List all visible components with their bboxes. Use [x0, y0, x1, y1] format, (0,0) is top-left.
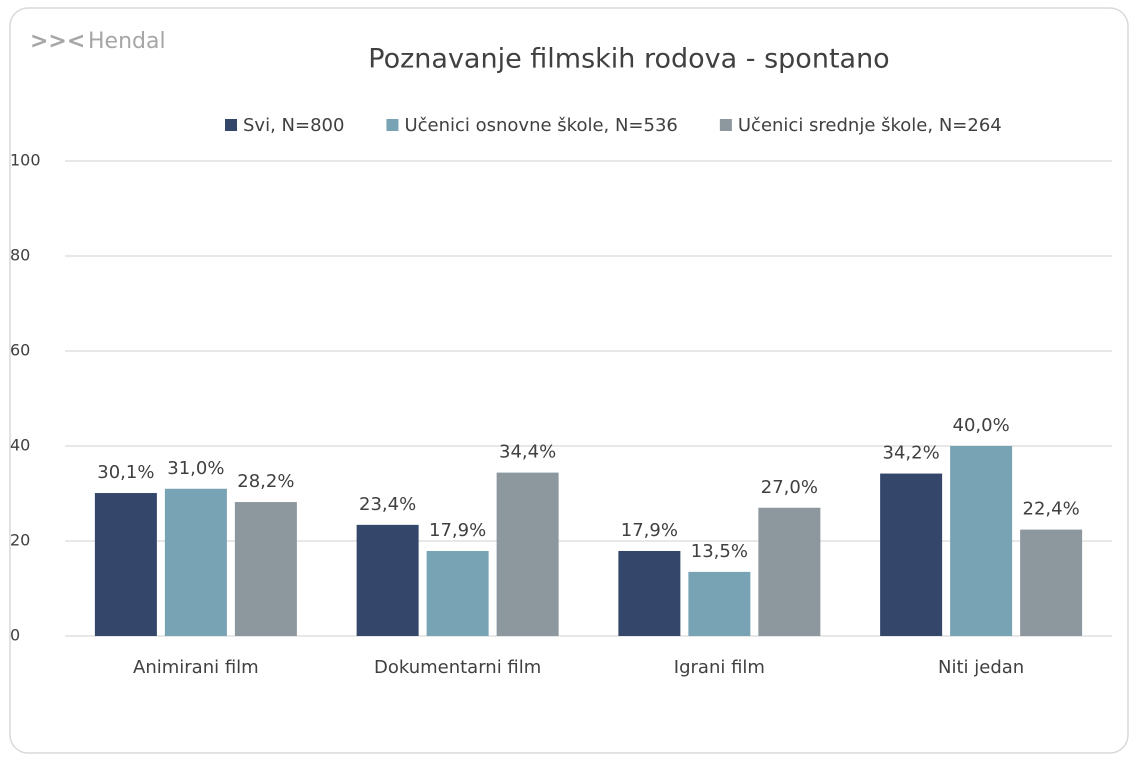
brand: Hendal — [88, 29, 166, 54]
bar — [688, 571, 751, 636]
data-label: 17,9% — [621, 520, 678, 541]
y-tick-label: 0 — [10, 626, 20, 645]
y-tick-label: 20 — [10, 531, 30, 550]
logo-mark: >>< — [30, 29, 85, 54]
bar — [618, 550, 681, 636]
bar — [94, 493, 157, 636]
data-label: 34,4% — [499, 442, 556, 463]
legend-label: Učenici osnovne škole, N=536 — [404, 115, 677, 136]
legend-label: Učenici srednje škole, N=264 — [738, 115, 1002, 136]
x-tick-label: Animirani film — [133, 657, 259, 678]
bar — [356, 524, 419, 636]
x-tick-label: Igrani film — [674, 657, 765, 678]
y-tick-label: 40 — [10, 436, 30, 455]
data-label: 40,0% — [953, 415, 1010, 436]
legend-swatch — [386, 119, 399, 131]
bar — [496, 472, 559, 636]
legend-swatch — [719, 119, 732, 131]
data-label: 22,4% — [1023, 499, 1080, 520]
data-label: 31,0% — [167, 458, 224, 479]
data-label: 27,0% — [761, 477, 818, 498]
chart-title: Poznavanje filmskih rodova - spontano — [368, 44, 889, 75]
y-tick-label: 80 — [10, 246, 30, 265]
legend-swatch — [225, 119, 237, 131]
y-tick-label: 100 — [10, 151, 41, 170]
data-label: 17,9% — [429, 520, 486, 541]
data-label: 13,5% — [691, 541, 748, 562]
data-label: 30,1% — [97, 462, 154, 483]
x-tick-label: Niti jedan — [938, 657, 1024, 678]
bar — [1020, 529, 1083, 636]
data-label: 28,2% — [237, 471, 294, 492]
bar — [426, 550, 489, 636]
y-tick-label: 60 — [10, 341, 30, 360]
bar — [234, 502, 297, 636]
data-label: 23,4% — [359, 494, 416, 515]
data-label: 34,2% — [883, 443, 940, 464]
bar — [164, 488, 227, 636]
x-tick-label: Dokumentarni film — [374, 657, 541, 678]
legend-label: Svi, N=800 — [243, 115, 344, 136]
bar — [880, 473, 943, 636]
bar — [758, 507, 821, 636]
bar — [950, 446, 1013, 636]
